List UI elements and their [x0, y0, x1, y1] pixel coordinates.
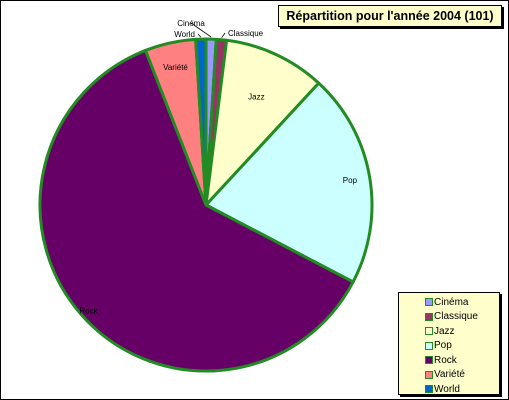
slice-label-jazz: Jazz — [248, 93, 264, 102]
legend-item-world: World — [425, 382, 499, 397]
legend-swatch — [425, 341, 433, 350]
slice-label-variete: Variété — [163, 63, 188, 72]
legend-swatch — [425, 298, 433, 307]
slice-label-classique: Classique — [228, 29, 264, 38]
chart-title: Répartition pour l'année 2004 (101) — [278, 5, 502, 27]
legend-item-jazz: Jazz — [425, 324, 499, 339]
slice-label-rock: Rock — [79, 306, 98, 315]
legend-item-classique: Classique — [425, 310, 499, 325]
leader-line-world — [197, 33, 202, 38]
leader-line-classique — [221, 32, 226, 38]
slice-label-pop: Pop — [343, 176, 358, 185]
legend: Cinéma Classique Jazz Pop Rock Variété World — [398, 292, 500, 395]
legend-label: Cinéma — [434, 296, 469, 308]
pie-slice-pop — [204, 81, 374, 284]
legend-item-rock: Rock — [425, 353, 499, 368]
legend-label: World — [434, 383, 460, 395]
legend-label: Classique — [434, 311, 478, 323]
slice-label-world: World — [174, 30, 195, 39]
legend-swatch — [425, 312, 433, 321]
pie-slice-rock — [38, 48, 355, 373]
pie-slice-world — [194, 37, 208, 207]
legend-label: Rock — [434, 354, 457, 366]
pie-slice-jazz — [204, 38, 321, 207]
leader-line-cinema — [190, 22, 212, 38]
legend-item-cinema: Cinéma — [425, 295, 499, 310]
legend-label: Pop — [434, 340, 452, 352]
legend-swatch — [425, 356, 433, 365]
legend-label: Jazz — [434, 325, 455, 337]
legend-swatch — [425, 327, 433, 336]
legend-swatch — [425, 370, 433, 379]
legend-swatch — [425, 385, 433, 394]
slice-label-cinema: Cinéma — [177, 19, 205, 28]
legend-item-pop: Pop — [425, 339, 499, 354]
legend-item-variete: Variété — [425, 368, 499, 383]
legend-label: Variété — [434, 369, 465, 381]
